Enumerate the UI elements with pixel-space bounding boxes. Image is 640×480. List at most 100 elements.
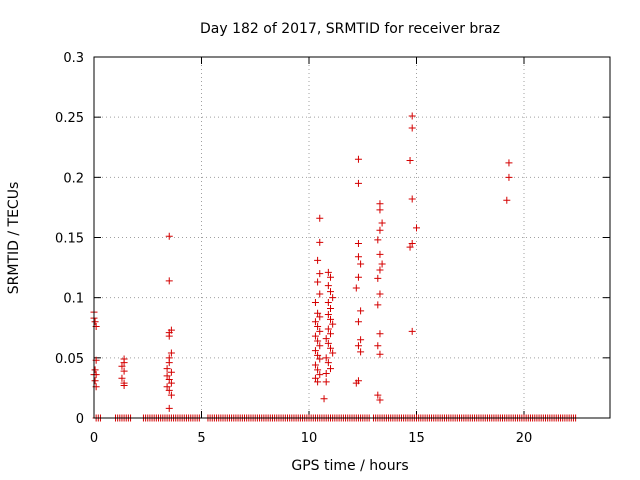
data-point: [316, 355, 324, 363]
data-point: [376, 290, 384, 298]
data-point: [354, 318, 362, 326]
data-point: [320, 395, 328, 403]
data-point: [324, 359, 332, 367]
data-point: [352, 284, 360, 292]
data-point: [311, 347, 319, 355]
data-point: [357, 348, 365, 356]
data-point: [165, 386, 173, 394]
data-point: [120, 382, 128, 390]
data-point: [406, 243, 414, 251]
data-point: [322, 354, 330, 362]
x-tick-label: 0: [90, 431, 98, 446]
data-point: [327, 365, 334, 373]
data-point: [327, 288, 334, 296]
data-point: [316, 290, 324, 298]
data-point: [311, 374, 319, 382]
data-point: [316, 371, 324, 379]
data-point: [322, 335, 330, 343]
data-point: [314, 366, 322, 374]
y-tick-label: 0: [76, 412, 84, 427]
data-point: [91, 318, 99, 326]
data-point: [167, 379, 175, 387]
data-point: [327, 344, 334, 352]
data-point: [167, 349, 175, 357]
data-point: [376, 350, 384, 358]
data-point: [165, 277, 173, 285]
data-point: [311, 298, 319, 306]
data-point: [505, 173, 513, 181]
y-tick-label: 0.25: [55, 111, 84, 126]
data-point: [354, 240, 362, 248]
data-point: [329, 294, 337, 302]
data-point: [354, 253, 362, 261]
data-point: [324, 298, 332, 306]
data-point: [316, 238, 324, 246]
data-point: [327, 273, 334, 281]
data-point: [165, 375, 173, 383]
data-point: [316, 342, 324, 350]
data-point: [324, 325, 332, 333]
data-point: [118, 362, 126, 370]
data-point: [165, 404, 173, 412]
data-point: [322, 369, 330, 377]
data-point: [311, 361, 319, 369]
data-point: [314, 378, 322, 386]
data-point: [316, 327, 324, 335]
plot-frame: [93, 56, 611, 419]
data-point: [167, 391, 175, 399]
data-point: [314, 351, 322, 359]
data-point: [91, 377, 99, 385]
data-point: [357, 307, 365, 315]
data-point: [408, 124, 416, 132]
data-point: [354, 155, 362, 163]
data-point: [376, 200, 384, 208]
data-point: [357, 336, 365, 344]
data-point: [314, 309, 322, 317]
data-point: [311, 332, 319, 340]
data-point: [376, 250, 384, 258]
data-point: [374, 301, 382, 309]
data-point: [120, 359, 128, 367]
data-point: [374, 391, 382, 399]
data-point: [327, 304, 334, 312]
data-point: [406, 156, 414, 164]
data-point: [378, 219, 386, 227]
data-point: [322, 378, 330, 386]
data-point: [376, 266, 384, 274]
data-point: [324, 311, 332, 319]
gridlines: [94, 57, 610, 418]
y-tick-label: 0.2: [63, 171, 84, 186]
data-point: [505, 159, 513, 167]
y-tick-label: 0.05: [55, 352, 84, 367]
data-point: [316, 214, 324, 222]
data-point: [314, 278, 322, 286]
data-point: [376, 330, 384, 338]
data-point: [327, 315, 334, 323]
data-point: [91, 366, 99, 374]
data-point: [374, 274, 382, 282]
data-point: [376, 206, 384, 214]
data-point: [352, 379, 360, 387]
data-point: [354, 273, 362, 281]
data-point: [163, 372, 171, 380]
data-point: [324, 339, 332, 347]
y-axis-label: SRMTID / TECUs: [6, 182, 22, 295]
data-point: [324, 268, 332, 276]
data-point: [329, 349, 337, 357]
y-tick-label: 0.1: [63, 292, 84, 307]
data-point: [314, 323, 322, 331]
data-point: [503, 196, 511, 204]
data-point: [165, 359, 173, 367]
data-point: [314, 256, 322, 264]
data-point: [165, 232, 173, 240]
data-point: [327, 330, 334, 338]
data-point: [163, 383, 171, 391]
data-point: [329, 320, 337, 328]
y-tick-label: 0.15: [55, 232, 84, 247]
axis-ticks: 0 0.05 0.1 0.15 0.2 0.25 0.3 0 5 10 15 20: [55, 51, 610, 446]
x-tick-label: 15: [408, 431, 425, 446]
data-point: [374, 342, 382, 350]
data-point: [408, 112, 416, 120]
data-point: [167, 368, 175, 376]
